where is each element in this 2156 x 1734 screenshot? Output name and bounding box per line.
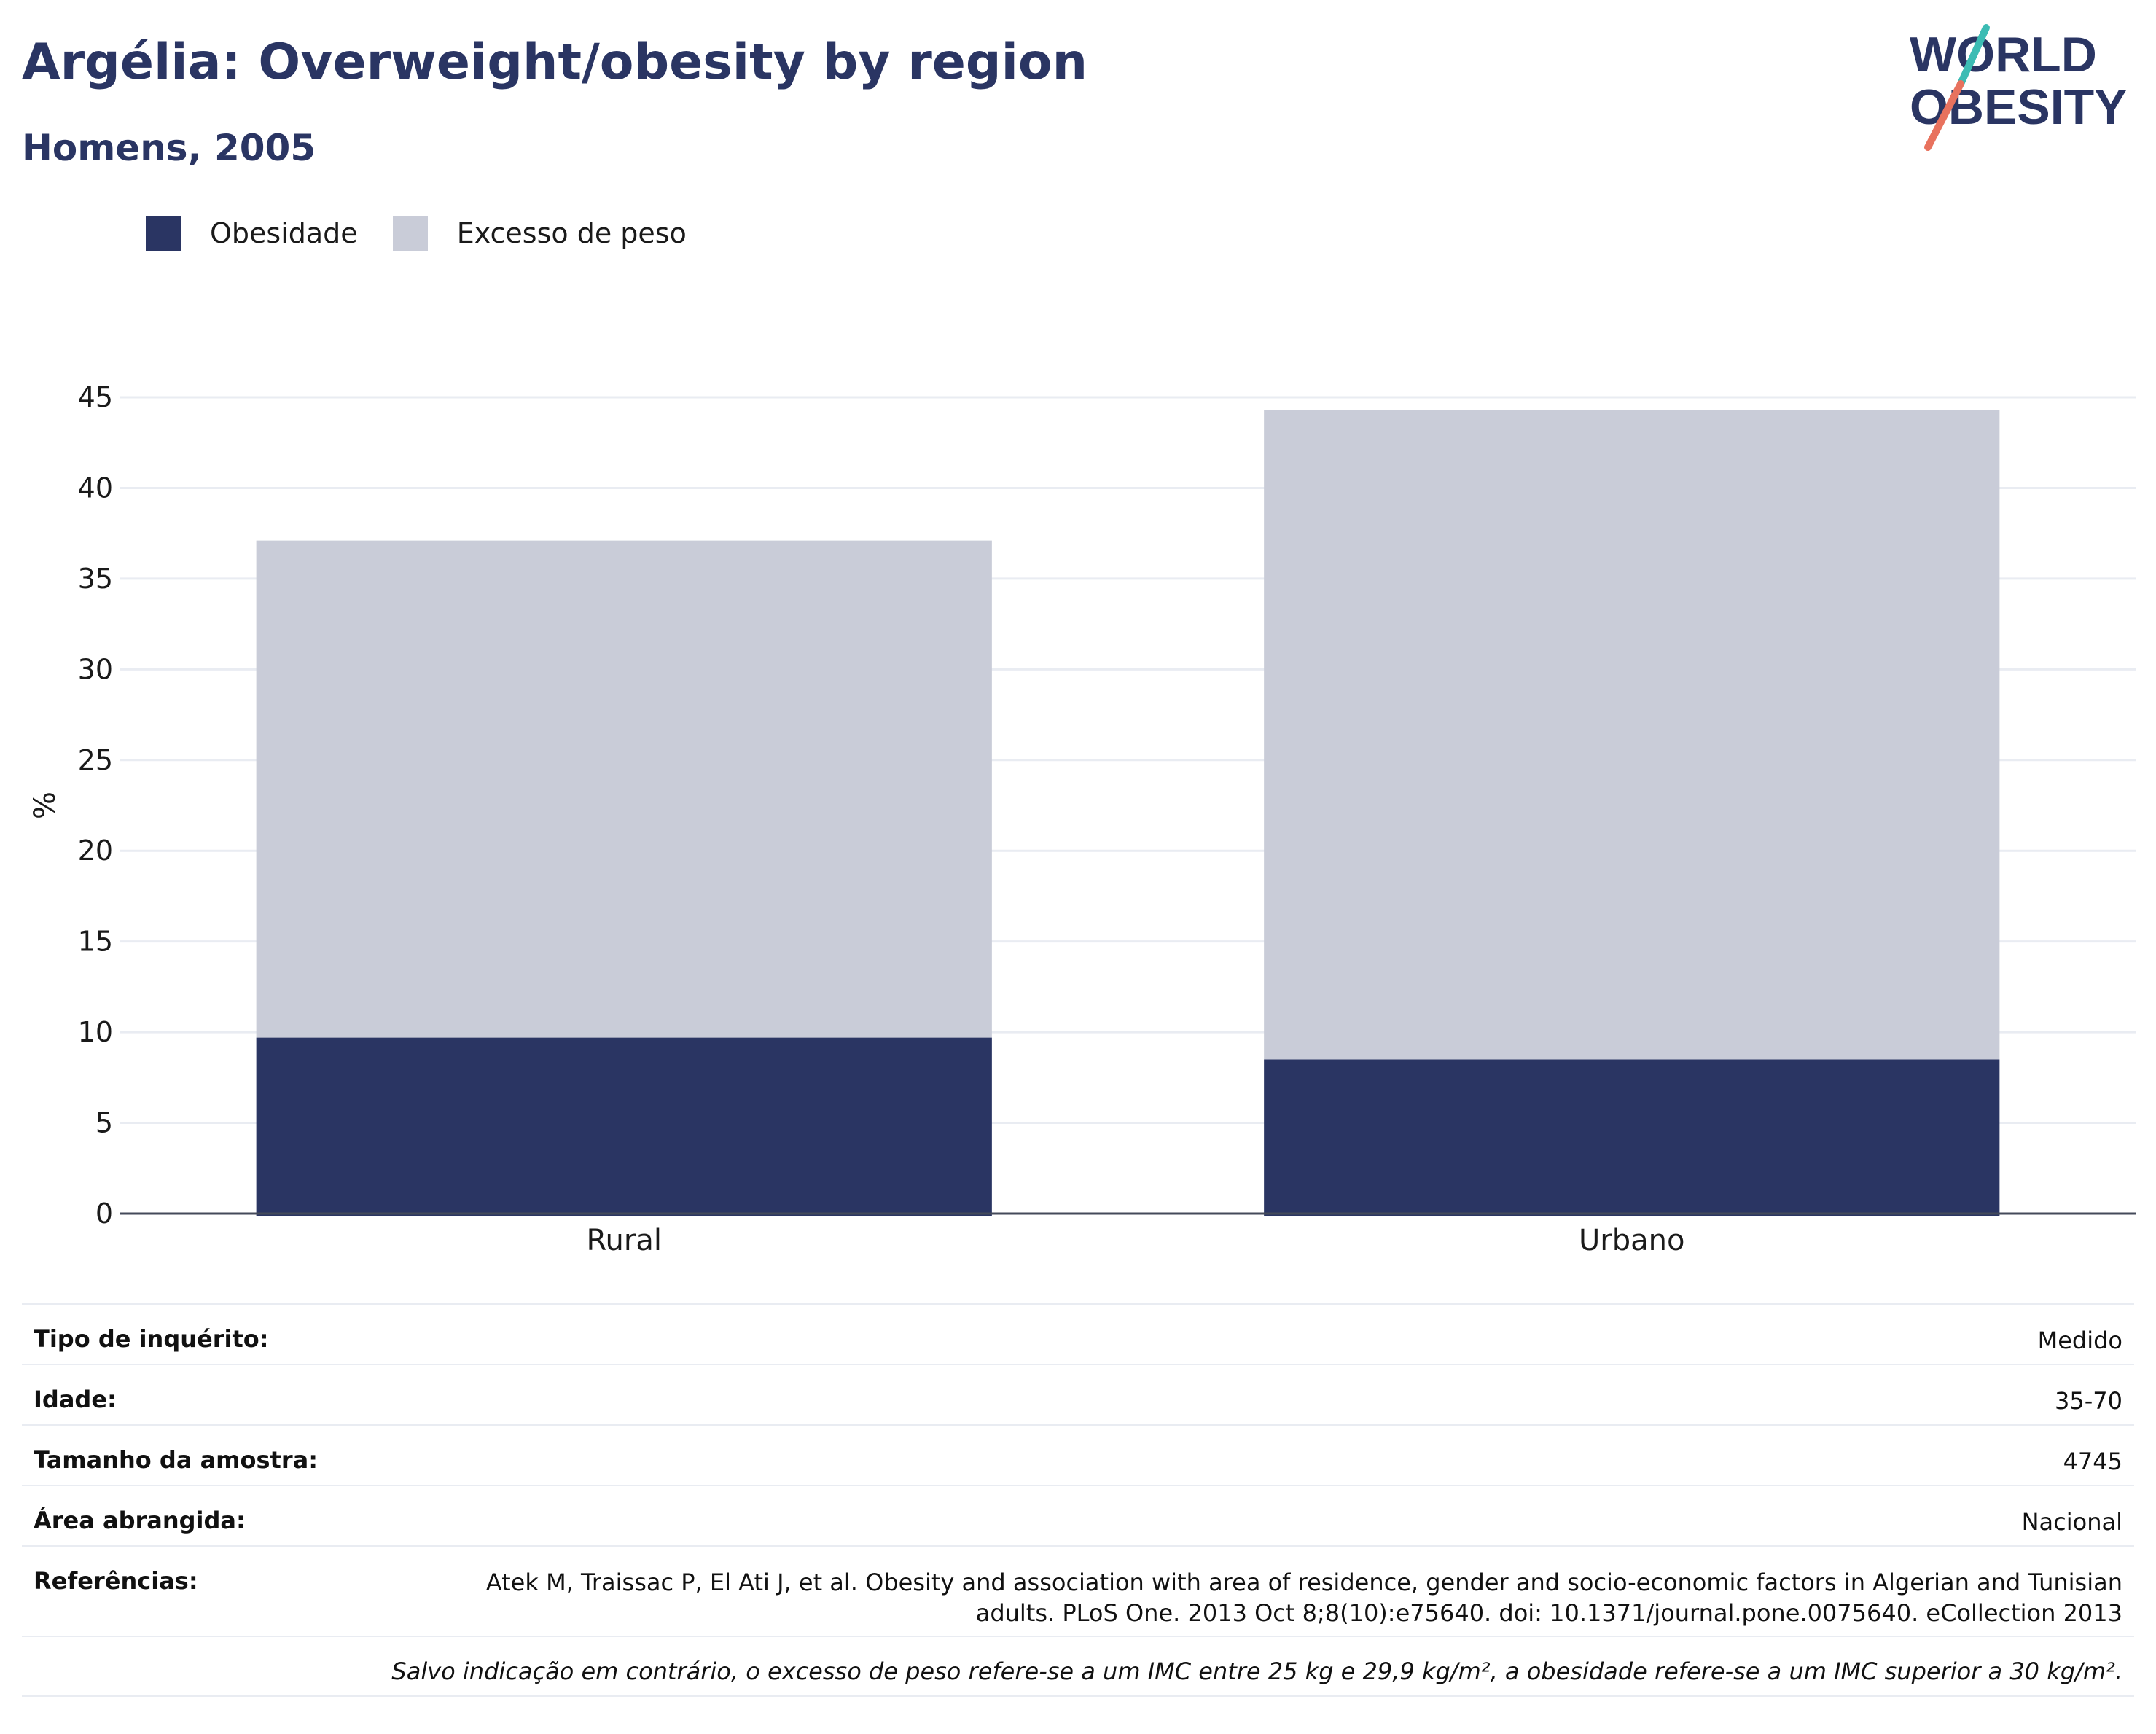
bar-obesidade-rural [256, 1037, 992, 1216]
legend-item-overweight: Excesso de peso [392, 216, 687, 251]
logo-slash-coral [1924, 80, 1964, 151]
info-key-references: Referências: [34, 1567, 198, 1595]
y-tick-label-30: 30 [78, 653, 113, 685]
chart-title: Argélia: Overweight/obesity by region [22, 34, 1088, 91]
info-row-area: Área abrangida: Nacional [22, 1485, 2134, 1545]
y-tick-label-5: 5 [95, 1107, 113, 1139]
info-row-age: Idade: 35-70 [22, 1364, 2134, 1424]
y-tick-label-25: 25 [78, 744, 113, 776]
info-value-references: Atek M, Traissac P, El Ati J, et al. Obe… [485, 1569, 2122, 1627]
y-axis-label: % [28, 792, 62, 819]
definition-note: Salvo indicação em contrário, o excesso … [22, 1636, 2134, 1697]
y-tick-label-0: 0 [95, 1198, 113, 1230]
info-row-references: Referências: Atek M, Traissac P, El Ati … [22, 1545, 2134, 1636]
info-key-age: Idade: [34, 1386, 117, 1413]
info-key-sample-size: Tamanho da amostra: [34, 1446, 318, 1474]
info-value-sample-size: 4745 [2063, 1448, 2122, 1475]
y-tick-label-20: 20 [78, 835, 113, 867]
info-row-survey-type: Tipo de inquérito: Medido [22, 1303, 2134, 1364]
world-obesity-logo: WORLD OBESITY [1910, 24, 2128, 151]
info-key-survey-type: Tipo de inquérito: [34, 1325, 269, 1353]
logo-line-world: WORLD [1910, 27, 2097, 82]
x-tick-label-rural: Rural [587, 1224, 662, 1257]
logo-slash-teal [1957, 24, 1990, 87]
info-value-area: Nacional [2021, 1508, 2122, 1536]
y-tick-label-15: 15 [78, 926, 113, 958]
bar-chart: 0 5 10 15 20 25 30 35 40 45% Rural Urbano [28, 381, 2136, 1257]
y-tick-label-35: 35 [78, 563, 113, 595]
info-value-age: 35-70 [2055, 1387, 2122, 1415]
y-tick-label-45: 45 [78, 381, 113, 413]
info-value-survey-type: Medido [2037, 1327, 2122, 1354]
legend-swatch-overweight [392, 216, 428, 251]
chart-subtitle: Homens, 2005 [22, 127, 316, 169]
bar-excesso-de-peso-rural [256, 540, 992, 1038]
info-key-area: Área abrangida: [34, 1507, 246, 1534]
legend-item-obesity: Obesidade [146, 216, 358, 251]
y-tick-label-40: 40 [78, 472, 113, 504]
bar-obesidade-urbano [1264, 1059, 2000, 1216]
chart-legend: Obesidade Excesso de peso [146, 216, 722, 251]
bar-excesso-de-peso-urbano [1264, 410, 2000, 1060]
info-row-sample-size: Tamanho da amostra: 4745 [22, 1424, 2134, 1485]
survey-info-table: Tipo de inquérito: Medido Idade: 35-70 T… [22, 1303, 2134, 1697]
legend-swatch-obesity [146, 216, 181, 251]
legend-label-overweight: Excesso de peso [456, 217, 687, 249]
legend-label-obesity: Obesidade [210, 217, 358, 249]
x-tick-label-urbano: Urbano [1579, 1224, 1684, 1257]
y-tick-label-10: 10 [78, 1016, 113, 1048]
